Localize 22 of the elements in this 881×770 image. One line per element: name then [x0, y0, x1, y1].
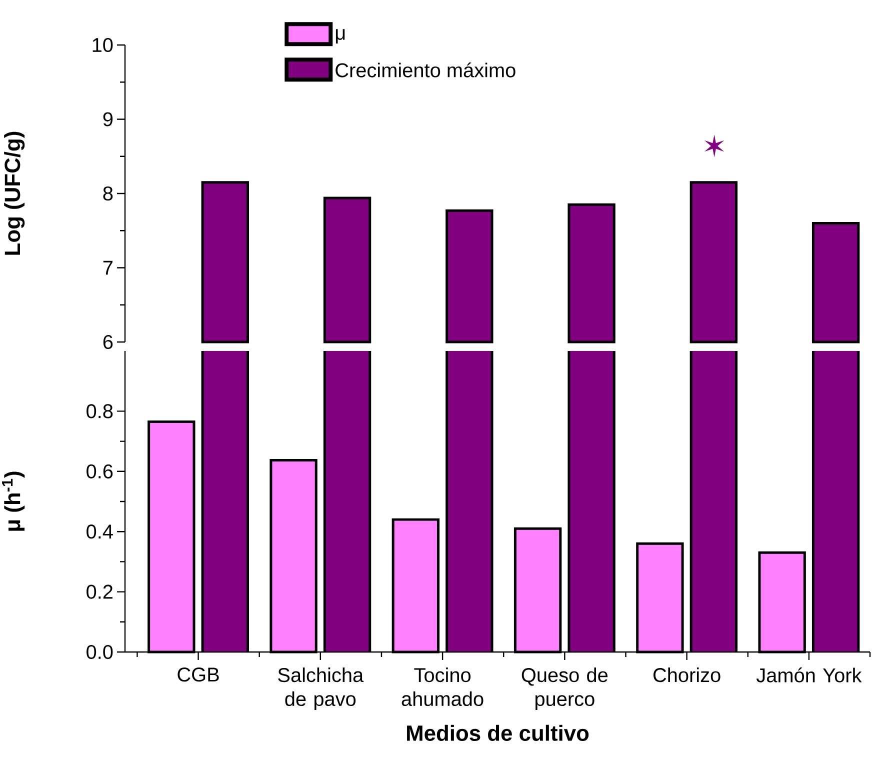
y-tick-label: 9 [103, 112, 113, 126]
x-tick-label: Tocino ahumado [402, 668, 484, 706]
y-tick-label: 10 [92, 38, 113, 52]
x-tick-label: Jamón York [756, 668, 862, 682]
y-tick-label: 0.2 [86, 584, 112, 599]
x-axis-title: Medios de cultivo [407, 724, 589, 741]
legend-label: μ [336, 29, 345, 44]
x-tick-label: CGB [178, 668, 219, 682]
y-tick-label: 0.4 [86, 524, 113, 539]
y-axis-title: Log (UFC/g) [4, 132, 25, 255]
x-tick-label: Chorizo [653, 668, 720, 682]
y-tick-label: 7 [103, 260, 112, 275]
y-tick-label: 0.8 [86, 404, 113, 418]
legend-label: Crecimiento máximo [336, 62, 516, 78]
y-tick-label: 6 [103, 334, 113, 350]
y-axis-title: μ (h$^{-1}$) [2, 472, 25, 531]
y-tick-label: 0.0 [86, 644, 113, 660]
x-tick-label: Salchicha de pavo [278, 668, 364, 710]
x-tick-label: Queso de puerco [522, 668, 608, 710]
y-tick-label: 0.6 [86, 464, 113, 478]
annotation: ✶ [704, 134, 724, 158]
y-tick-label: 8 [103, 186, 113, 201]
